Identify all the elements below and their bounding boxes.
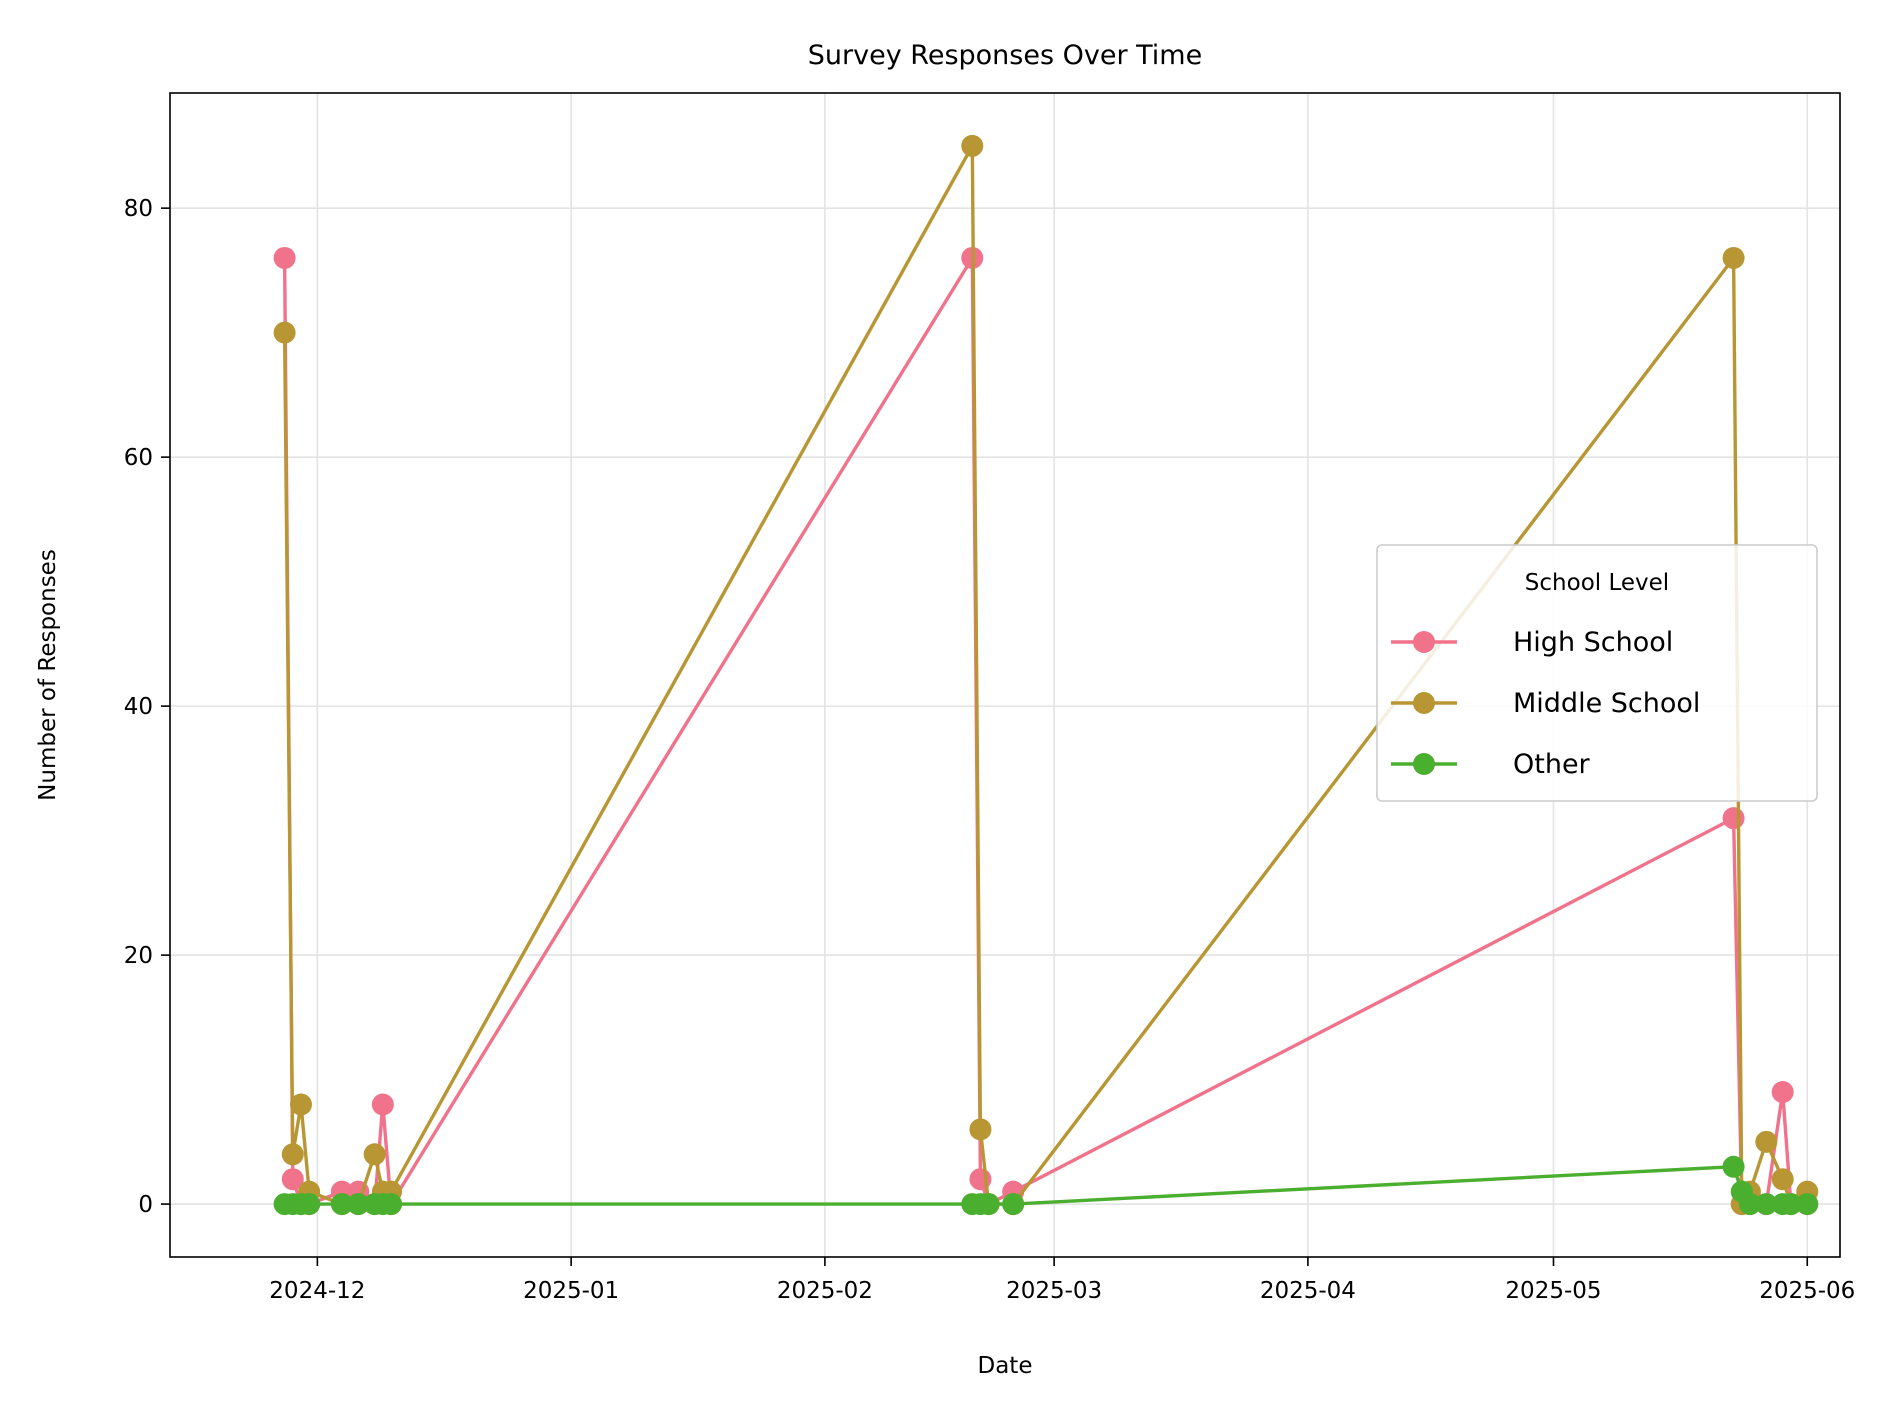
legend-title: School Level [1525,570,1669,596]
data-point-other [977,1193,1000,1216]
data-point-other [1779,1193,1802,1216]
data-point-middle-school [363,1143,386,1166]
x-tick-label: 2025-01 [523,1278,619,1304]
legend-label-middle-school: Middle School [1513,688,1700,719]
y-tick-label: 80 [124,196,153,222]
data-point-middle-school [969,1118,992,1141]
y-tick-label: 60 [124,445,153,471]
y-axis-label: Number of Responses [35,549,61,801]
legend: School Level High School Middle School Othe… [1376,544,1818,802]
y-tick-label: 20 [124,943,153,969]
x-tick-label: 2025-04 [1260,1278,1356,1304]
data-point-middle-school [289,1093,312,1116]
x-axis-label: Date [978,1353,1033,1379]
data-point-middle-school [961,134,984,157]
data-point-other [1738,1193,1761,1216]
axes: 2024-12 2025-01 2025-02 2025-03 2025-04 2025-… [124,196,1856,1304]
x-tick-label: 2025-06 [1759,1278,1855,1304]
data-point-high-school [281,1168,304,1191]
data-point-high-school [273,246,296,269]
y-tick-label: 40 [124,694,153,720]
data-point-other [1796,1193,1819,1216]
legend-marker-other [1413,753,1435,775]
series-line-other [284,1164,1808,1206]
data-point-middle-school [1771,1168,1794,1191]
data-point-middle-school [1755,1130,1778,1153]
legend-label-other: Other [1513,749,1591,780]
legend-marker-high-school [1413,631,1435,653]
y-tick-label: 0 [138,1192,153,1218]
legend-marker-middle-school [1413,692,1435,714]
data-point-middle-school [273,321,296,344]
data-point-middle-school [281,1143,304,1166]
legend-label-high-school: High School [1513,627,1673,658]
series-layer [273,134,1819,1216]
x-tick-label: 2024-12 [269,1278,365,1304]
data-point-other [298,1193,321,1216]
data-point-other [330,1193,353,1216]
plot-frame [169,92,1841,1258]
data-point-other [380,1193,403,1216]
series-other [273,1155,1819,1216]
x-tick-label: 2025-03 [1006,1278,1102,1304]
data-point-high-school [1771,1081,1794,1104]
data-point-high-school [1722,807,1745,830]
data-point-other [1755,1193,1778,1216]
x-tick-label: 2025-05 [1505,1278,1601,1304]
data-point-other [1002,1193,1025,1216]
x-tick-label: 2025-02 [777,1278,873,1304]
data-point-other [1722,1155,1745,1178]
data-point-middle-school [1722,246,1745,269]
legend-box [1376,544,1818,802]
data-point-high-school [371,1093,394,1116]
chart-title: Survey Responses Over Time [808,40,1202,71]
data-point-other [347,1193,370,1216]
